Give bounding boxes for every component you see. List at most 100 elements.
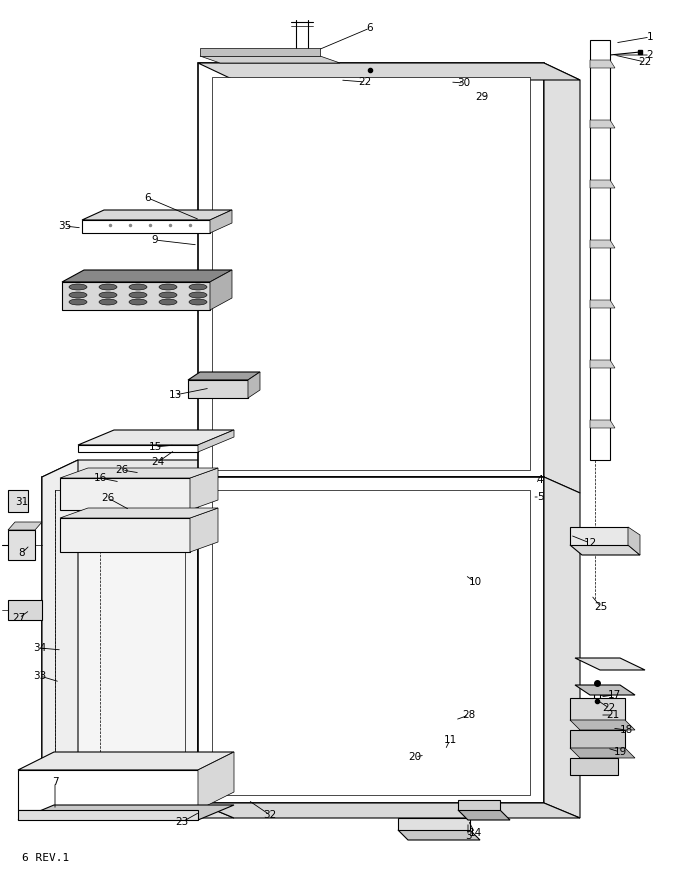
Text: 2: 2 [647,50,653,60]
Polygon shape [212,77,530,470]
Text: 30: 30 [458,78,471,88]
Polygon shape [575,658,645,670]
Polygon shape [544,477,580,818]
Text: 32: 32 [263,810,277,820]
Polygon shape [198,430,234,452]
Polygon shape [60,518,190,552]
Polygon shape [590,40,610,460]
Polygon shape [62,270,232,282]
Text: 20: 20 [409,752,422,762]
Polygon shape [78,430,234,445]
Polygon shape [82,210,232,220]
Text: 31: 31 [16,497,29,507]
Polygon shape [398,830,480,840]
Polygon shape [590,180,615,188]
Polygon shape [198,63,544,477]
Ellipse shape [99,292,117,298]
Ellipse shape [69,292,87,298]
Polygon shape [42,460,234,477]
Ellipse shape [159,292,177,298]
Text: 13: 13 [169,390,182,400]
Text: 27: 27 [12,613,26,623]
Polygon shape [18,770,198,810]
Text: 6 REV.1: 6 REV.1 [22,853,69,863]
Polygon shape [200,48,320,56]
Polygon shape [198,477,544,803]
Polygon shape [458,810,510,820]
Polygon shape [590,300,615,308]
Text: 24: 24 [152,457,165,467]
Polygon shape [212,490,530,795]
Polygon shape [210,210,232,233]
Text: 29: 29 [475,92,489,102]
Text: 18: 18 [619,725,632,735]
Ellipse shape [99,299,117,305]
Ellipse shape [189,284,207,290]
Polygon shape [458,800,500,810]
Polygon shape [570,758,618,775]
Polygon shape [60,508,218,518]
Text: 10: 10 [469,577,481,587]
Text: 22: 22 [358,77,372,87]
Polygon shape [200,56,340,63]
Text: 1: 1 [647,32,653,42]
Polygon shape [190,508,218,552]
Polygon shape [575,685,635,695]
Polygon shape [398,818,470,830]
Polygon shape [570,748,635,758]
Text: 35: 35 [58,221,71,231]
Text: 26: 26 [116,465,129,475]
Ellipse shape [159,299,177,305]
Text: 34: 34 [33,643,47,653]
Text: 23: 23 [175,817,188,827]
Text: 28: 28 [462,710,475,720]
Polygon shape [590,240,615,248]
Polygon shape [18,805,234,820]
Polygon shape [82,220,210,233]
Polygon shape [198,63,580,80]
Polygon shape [590,120,615,128]
Text: 15: 15 [148,442,162,452]
Polygon shape [78,445,198,452]
Polygon shape [60,468,218,478]
Polygon shape [8,522,42,530]
Polygon shape [60,478,190,510]
Text: 6: 6 [367,23,373,33]
Polygon shape [42,803,234,818]
Text: 19: 19 [613,747,627,757]
Polygon shape [628,527,640,555]
Polygon shape [18,752,234,770]
Text: 16: 16 [93,473,107,483]
Polygon shape [42,460,78,803]
Polygon shape [42,477,198,803]
Polygon shape [544,63,580,493]
Ellipse shape [99,284,117,290]
Ellipse shape [129,299,147,305]
Polygon shape [570,527,628,545]
Text: 9: 9 [152,235,158,245]
Polygon shape [210,270,232,310]
Text: 22: 22 [602,703,615,713]
Polygon shape [590,60,615,68]
Polygon shape [590,360,615,368]
Polygon shape [188,380,248,398]
Text: 11: 11 [443,735,457,745]
Text: 5: 5 [537,492,543,502]
Ellipse shape [159,284,177,290]
Polygon shape [198,752,234,810]
Polygon shape [570,730,625,748]
Ellipse shape [69,299,87,305]
Polygon shape [198,803,580,818]
Polygon shape [570,698,625,720]
Polygon shape [590,420,615,428]
Text: 17: 17 [607,690,621,700]
Polygon shape [570,545,640,555]
Ellipse shape [189,299,207,305]
Polygon shape [8,600,42,620]
Polygon shape [8,490,28,512]
Text: 7: 7 [52,777,58,787]
Ellipse shape [129,292,147,298]
Text: 8: 8 [18,548,25,558]
Text: 21: 21 [607,710,619,720]
Text: 25: 25 [594,602,608,612]
